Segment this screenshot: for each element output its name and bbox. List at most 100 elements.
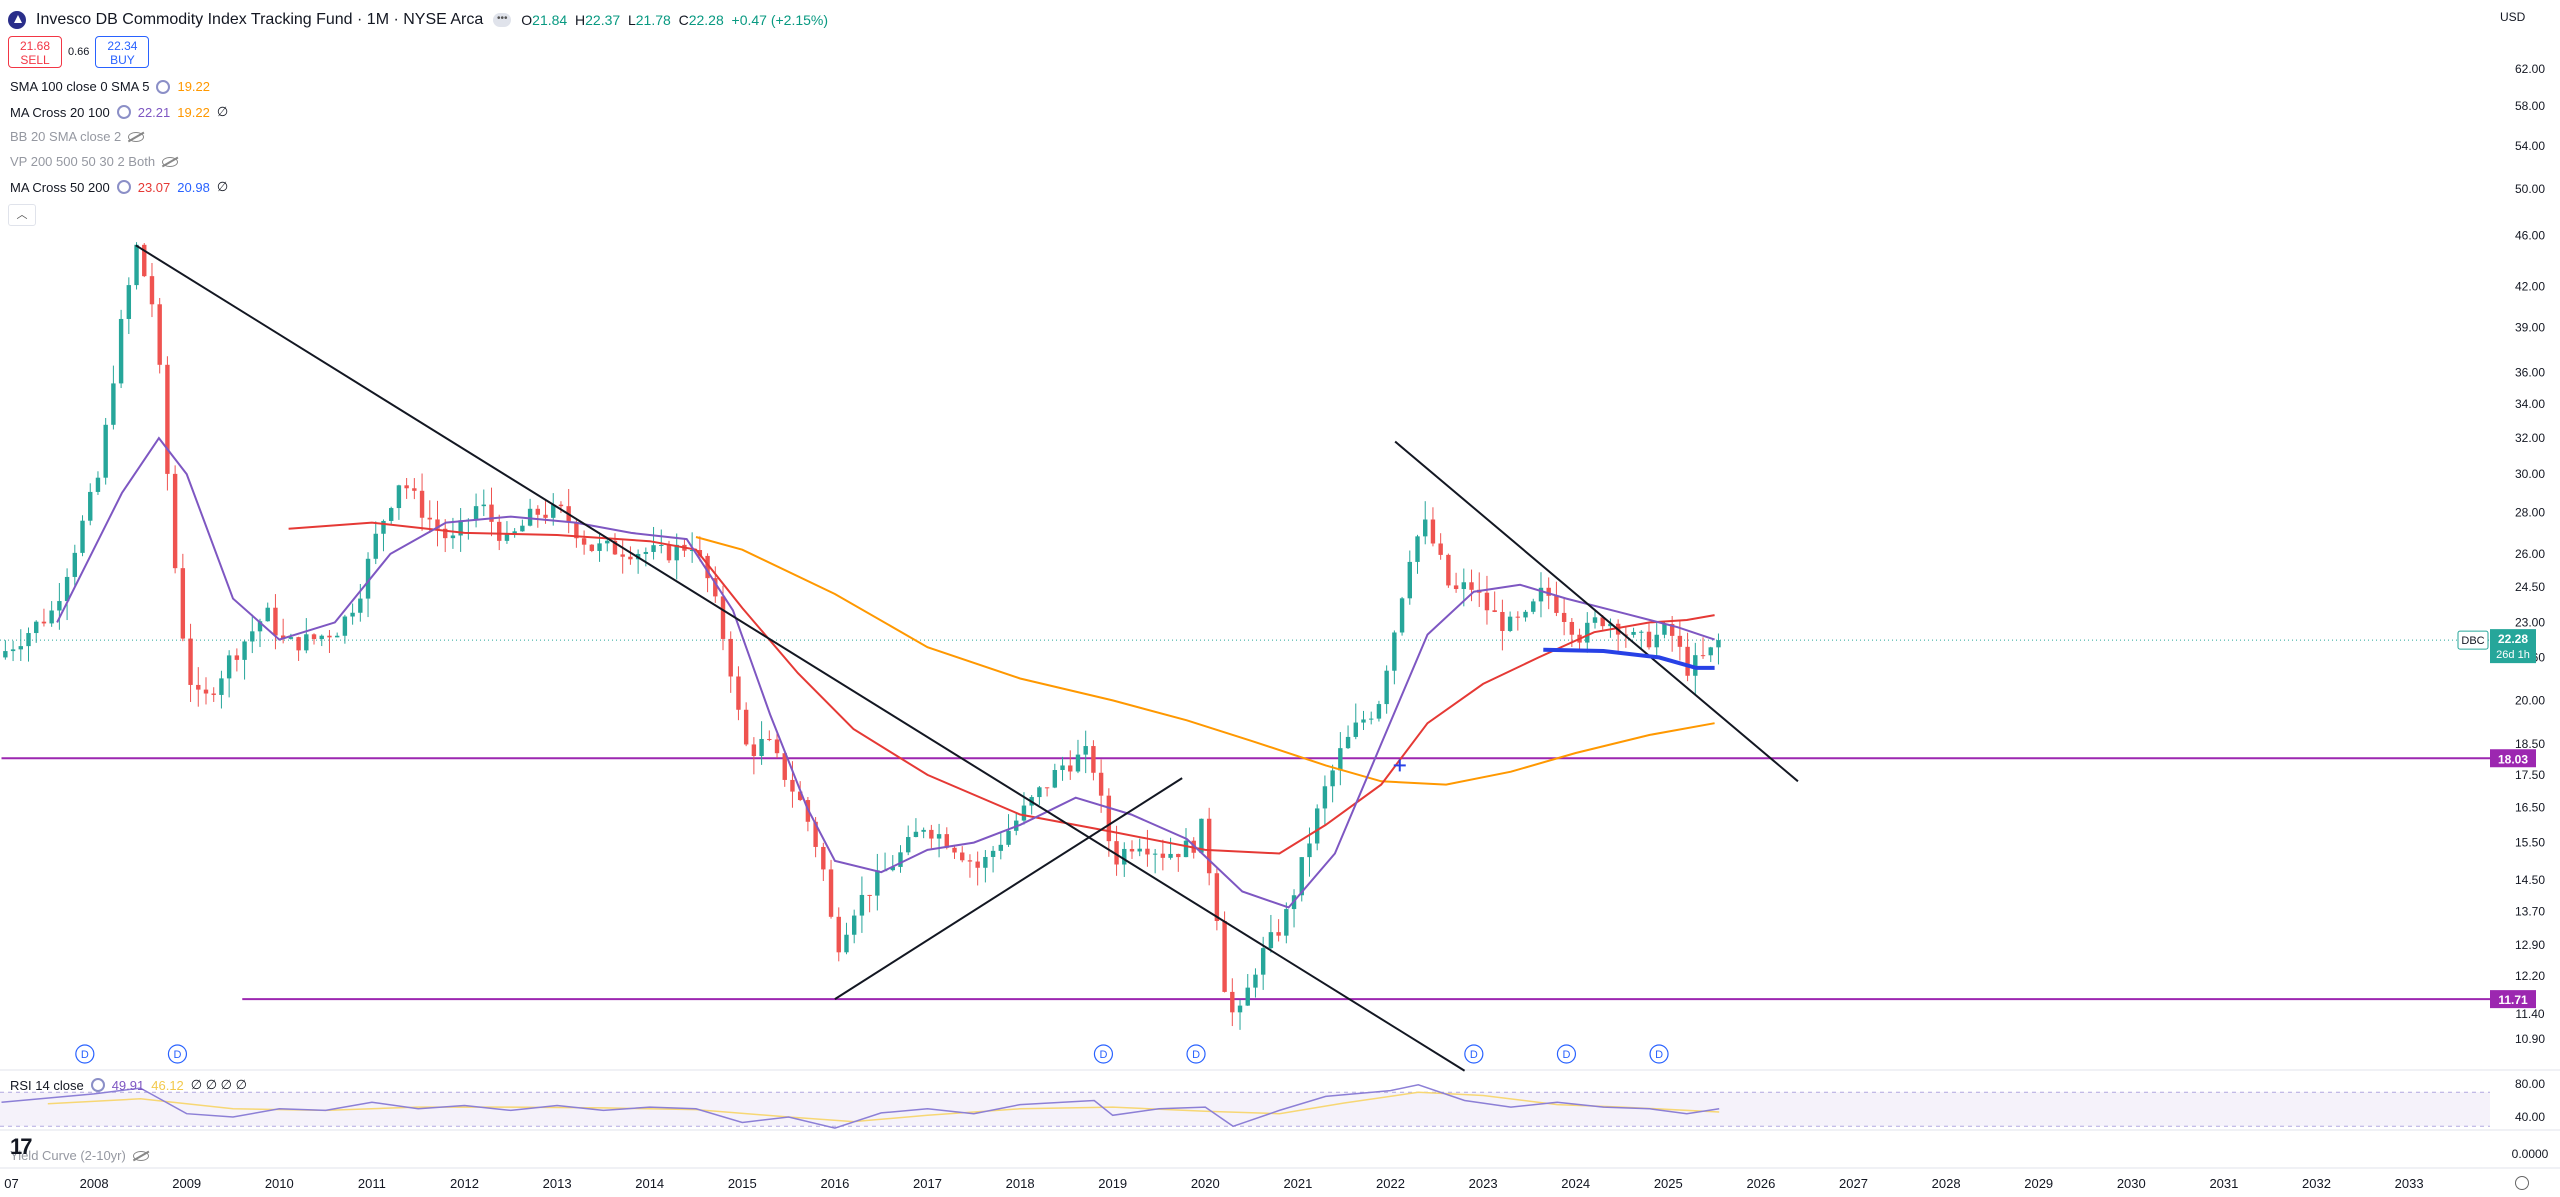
symbol-title[interactable]: Invesco DB Commodity Index Tracking Fund…: [36, 11, 484, 28]
candle: [1299, 857, 1304, 902]
indicator-vp[interactable]: VP 200 500 50 30 2 Both: [10, 154, 179, 169]
candle: [1392, 630, 1397, 685]
candle-body: [1646, 631, 1652, 648]
candle-body: [1407, 561, 1412, 599]
candle: [1137, 838, 1142, 857]
candle: [1492, 591, 1497, 613]
candle-body: [936, 834, 942, 839]
candle: [103, 417, 108, 485]
support-curve: [1543, 647, 1715, 670]
candle-body: [1461, 582, 1467, 590]
indicator-sma[interactable]: SMA 100 close 0 SMA 5 19.22: [10, 79, 211, 94]
candle: [1230, 978, 1235, 1027]
dividend-marker: [1186, 1044, 1206, 1064]
candle: [1500, 599, 1505, 651]
candle-body: [1214, 873, 1220, 922]
year-tick-label: 2022: [1376, 1176, 1405, 1191]
candle-body: [551, 504, 556, 518]
collapse-legend-button[interactable]: ︿: [8, 204, 36, 226]
indicator-yield-curve[interactable]: Yield Curve (2-10yr): [10, 1148, 149, 1163]
candle-body: [1554, 595, 1559, 613]
last-price-tag: [2490, 629, 2536, 664]
candle: [1183, 828, 1189, 858]
candle-body: [1569, 621, 1575, 635]
candle-body: [388, 508, 394, 521]
price-tick-label: 32.00: [2515, 431, 2545, 445]
rsi-sma-line: [47, 1091, 1720, 1123]
hidden-eye-icon[interactable]: [128, 131, 145, 142]
candle-body: [782, 753, 787, 780]
indicator-bb[interactable]: BB 20 SMA close 2: [10, 129, 145, 144]
candle: [1214, 868, 1220, 931]
settings-icon[interactable]: [116, 105, 131, 119]
candle-body: [288, 637, 294, 639]
candle-body: [1145, 848, 1150, 855]
candle: [34, 620, 39, 643]
buy-button[interactable]: 22.34 BUY: [95, 36, 150, 68]
price-tick-label: 28.00: [2515, 506, 2545, 520]
candle-body: [1639, 631, 1644, 633]
candle: [851, 909, 857, 944]
candle-body: [851, 915, 857, 935]
candle: [172, 465, 178, 574]
candle: [1585, 612, 1590, 653]
candle-body: [1453, 585, 1459, 590]
candle: [767, 730, 772, 742]
sell-button[interactable]: 21.68 SELL: [8, 36, 62, 68]
candle: [589, 544, 595, 553]
indicator-rsi[interactable]: RSI 14 close 49.91 46.12 ∅ ∅ ∅ ∅: [10, 1077, 247, 1093]
candle: [49, 601, 54, 627]
candle-body: [612, 540, 618, 555]
candle: [1654, 622, 1659, 656]
candle: [458, 508, 463, 552]
candle: [1176, 853, 1181, 872]
candle-body: [1685, 646, 1690, 676]
settings-icon[interactable]: [116, 180, 131, 194]
hidden-eye-icon[interactable]: [162, 156, 179, 167]
candle: [998, 832, 1004, 860]
candle-body: [1021, 805, 1027, 821]
candle: [867, 894, 872, 913]
hidden-eye-icon[interactable]: [132, 1150, 149, 1161]
rsi-line: [1, 1084, 1720, 1129]
candle: [1646, 623, 1652, 650]
year-tick-label: 2029: [2024, 1176, 2053, 1191]
candle-body: [1137, 848, 1142, 852]
candle-body: [543, 514, 548, 518]
candle: [342, 614, 348, 644]
settings-icon[interactable]: [156, 79, 171, 94]
candle-body: [504, 533, 510, 541]
candle-body: [890, 866, 895, 871]
candle: [88, 483, 93, 526]
candle: [142, 243, 147, 278]
indicator-ma-cross-20-100[interactable]: MA Cross 20 100 22.21 19.22 ∅: [10, 104, 229, 120]
price-tick-label: 26.00: [2515, 547, 2545, 561]
candle-body: [1206, 818, 1212, 874]
chart-settings-icon[interactable]: [2515, 1176, 2529, 1190]
candle-body: [57, 601, 62, 611]
candle: [57, 583, 62, 630]
candle: [1037, 786, 1042, 805]
dividend-marker-label: D: [173, 1049, 181, 1061]
candle: [1091, 740, 1096, 781]
ma-20-line: [56, 436, 1715, 909]
indicator-ma-cross-50-200[interactable]: MA Cross 50 200 23.07 20.98 ∅: [10, 179, 229, 195]
candle-body: [967, 860, 973, 862]
candle: [419, 473, 425, 531]
year-tick-label: 2011: [358, 1176, 386, 1191]
candle-body: [404, 485, 409, 489]
settings-icon[interactable]: [90, 1078, 105, 1092]
candle-body: [149, 276, 155, 305]
candle: [960, 846, 965, 863]
more-options-icon[interactable]: •••: [493, 13, 512, 27]
candle-body: [1669, 624, 1675, 636]
candle-body: [728, 638, 733, 677]
candle-body: [319, 635, 324, 640]
candle: [1384, 665, 1389, 714]
currency-label[interactable]: USD: [2500, 10, 2526, 24]
candle-body: [605, 540, 610, 544]
candle-body: [257, 621, 263, 632]
candle: [219, 670, 224, 709]
candle-body: [126, 285, 132, 319]
